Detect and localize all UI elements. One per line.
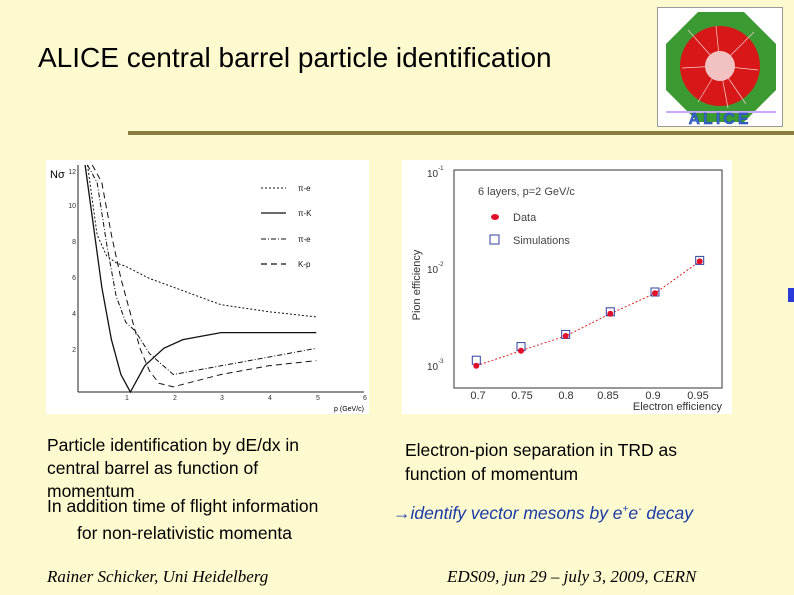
y-tick-label: 2 (72, 347, 76, 354)
legend-entry: Data (513, 212, 537, 224)
right-caption-line: Electron-pion separation in TRD as (405, 440, 678, 460)
x-tick-label: 3 (220, 395, 224, 402)
y-tick-label: 10 (68, 203, 76, 210)
y-tick-label: 10-2 (427, 262, 444, 276)
x-tick-label: 0.9 (645, 390, 660, 402)
x-axis-label: Electron efficiency (633, 401, 723, 413)
series-line (87, 164, 317, 318)
legend-entry: K-p (298, 260, 311, 269)
series-line (87, 164, 317, 376)
legend-marker-sim (489, 234, 500, 245)
left-caption-line: momentum (47, 481, 135, 501)
y-tick-label: 10-1 (427, 166, 444, 180)
data-point (562, 333, 569, 339)
footer-author: Rainer Schicker, Uni Heidelberg (47, 567, 269, 586)
edge-mark (788, 288, 794, 302)
plot-annotation: 6 layers, p=2 GeV/c (478, 186, 575, 198)
x-tick-label: 0.8 (558, 390, 573, 402)
data-point (473, 362, 480, 369)
x-tick-label: 2 (173, 395, 177, 402)
logo-text: ALICE (689, 111, 752, 126)
legend-entry: π-K (298, 209, 312, 218)
title-divider (128, 131, 794, 135)
series-line (91, 164, 317, 388)
x-tick-label: 6 (363, 395, 367, 402)
data-point (607, 310, 614, 317)
x-tick-label: 0.7 (470, 390, 485, 402)
x-tick-label: 4 (268, 395, 272, 402)
fit-line (476, 260, 700, 367)
series-line (84, 164, 317, 394)
legend-marker-data (491, 214, 499, 220)
legend-entry: Simulations (513, 235, 570, 247)
left-caption-line: In addition time of flight information (47, 496, 319, 516)
data-point (518, 347, 524, 354)
x-axis-label: p (GeV/c) (334, 406, 364, 413)
vector-meson-note: →identify vector mesons by e+e- decay (393, 502, 694, 523)
y-tick-label: 4 (72, 311, 76, 318)
right-caption-line: function of momentum (405, 464, 579, 484)
legend-entry: π-e (298, 235, 311, 244)
dedx-separation-plot: Nσ 12 10 8 6 4 2 1 2 3 4 5 6 p (GeV/c) π… (46, 160, 369, 414)
x-tick-label: 0.95 (687, 390, 708, 402)
alice-logo: ALICE (657, 7, 783, 128)
data-point (696, 258, 703, 265)
data-point (652, 290, 658, 297)
left-caption-line: central barrel as function of (47, 458, 259, 478)
left-caption-line: Particle identification by dE/dx in (47, 435, 299, 455)
y-axis-label: Pion efficiency (411, 249, 423, 320)
y-axis-label: Nσ (50, 169, 65, 181)
trd-efficiency-plot: Pion efficiency 10-1 10-2 10-3 0.7 0.75 … (402, 160, 732, 414)
y-tick-label: 10-3 (427, 359, 444, 373)
x-tick-label: 0.85 (597, 390, 618, 402)
x-tick-label: 5 (316, 395, 320, 402)
y-tick-label: 6 (72, 275, 76, 282)
y-tick-label: 8 (72, 239, 76, 246)
slide-title: ALICE central barrel particle identifica… (38, 42, 552, 73)
x-tick-label: 0.75 (511, 390, 532, 402)
footer-event: EDS09, jun 29 – july 3, 2009, CERN (447, 567, 697, 586)
y-tick-label: 12 (68, 169, 76, 176)
left-caption-line: for non-relativistic momenta (77, 523, 292, 543)
legend-entry: π-e (298, 184, 311, 193)
x-tick-label: 1 (125, 395, 129, 402)
